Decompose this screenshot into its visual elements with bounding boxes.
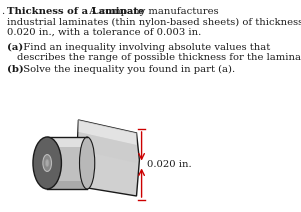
Text: describes the range of possible thickness for the laminate.: describes the range of possible thicknes… xyxy=(17,53,301,62)
Text: (a): (a) xyxy=(7,43,23,52)
Polygon shape xyxy=(79,120,136,145)
Ellipse shape xyxy=(79,137,95,189)
Polygon shape xyxy=(47,181,87,189)
Text: (b): (b) xyxy=(7,65,24,74)
Text: 0.020 in., with a tolerance of 0.003 in.: 0.020 in., with a tolerance of 0.003 in. xyxy=(7,28,201,37)
Polygon shape xyxy=(47,137,87,147)
Text: 0.020 in.: 0.020 in. xyxy=(147,160,191,169)
Text: Thickness of a Laminate: Thickness of a Laminate xyxy=(7,7,145,16)
Ellipse shape xyxy=(43,155,51,172)
Polygon shape xyxy=(79,132,136,163)
Text: Solve the inequality you found in part (a).: Solve the inequality you found in part (… xyxy=(17,65,236,74)
Text: Find an inequality involving absolute values that: Find an inequality involving absolute va… xyxy=(17,43,271,52)
Ellipse shape xyxy=(45,159,49,167)
Text: A company manufactures: A company manufactures xyxy=(83,7,219,16)
Text: .: . xyxy=(2,7,8,16)
Text: industrial laminates (thin nylon-based sheets) of thickness: industrial laminates (thin nylon-based s… xyxy=(7,18,301,27)
Polygon shape xyxy=(76,120,139,196)
Polygon shape xyxy=(47,137,87,189)
Ellipse shape xyxy=(33,137,61,189)
